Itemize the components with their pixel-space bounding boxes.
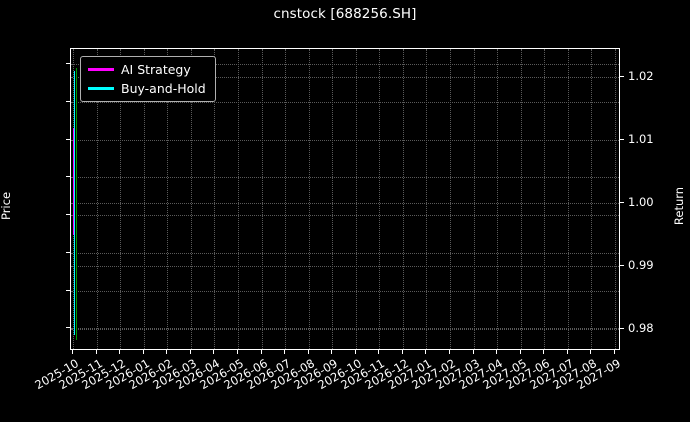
- y-tick-mark-right: [620, 76, 624, 78]
- x-tick-mark: [614, 350, 615, 354]
- legend-label: Buy-and-Hold: [121, 81, 206, 96]
- gridline-vertical: [520, 49, 522, 349]
- gridline-horizontal: [71, 203, 619, 205]
- x-tick-mark: [496, 350, 498, 354]
- x-tick-mark: [378, 350, 380, 354]
- gridline-vertical: [167, 49, 169, 349]
- x-tick-mark: [213, 350, 215, 354]
- series-line-price: [75, 67, 77, 340]
- x-tick-mark: [354, 350, 356, 354]
- gridline-vertical: [450, 49, 452, 349]
- gridline-vertical: [285, 49, 287, 349]
- x-tick-mark: [72, 350, 73, 354]
- series-line-ai-strategy: [73, 127, 74, 235]
- y-tick-mark-left: [66, 100, 70, 102]
- gridline-vertical: [544, 49, 546, 349]
- chart-legend: AI Strategy Buy-and-Hold: [80, 56, 216, 102]
- legend-swatch-icon: [88, 87, 114, 90]
- x-tick-mark: [307, 350, 309, 354]
- gridline-vertical: [497, 49, 499, 349]
- y-tick-mark-left: [66, 176, 70, 178]
- y-tick-mark-right: [620, 139, 624, 141]
- x-tick-mark: [472, 350, 474, 354]
- gridline-vertical: [190, 49, 192, 349]
- gridline-vertical: [143, 49, 145, 349]
- series-line-buy-and-hold: [74, 71, 76, 336]
- legend-entry[interactable]: Buy-and-Hold: [88, 81, 206, 96]
- x-tick-mark: [166, 350, 168, 354]
- y-axis-label-right: Return: [672, 186, 687, 226]
- x-tick-mark: [284, 350, 286, 354]
- x-tick-mark: [189, 350, 191, 354]
- gridline-horizontal: [71, 64, 619, 66]
- x-tick-mark: [236, 350, 238, 354]
- x-tick-mark: [566, 350, 568, 354]
- x-tick-mark: [425, 350, 427, 354]
- gridline-horizontal: [71, 328, 619, 330]
- y-tick-mark-left: [66, 251, 70, 253]
- x-tick-mark: [142, 350, 144, 354]
- y-tick-mark-left: [66, 289, 70, 291]
- x-tick-mark: [401, 350, 403, 354]
- gridline-horizontal: [71, 140, 619, 142]
- x-tick-mark: [95, 350, 97, 354]
- legend-label: AI Strategy: [121, 62, 191, 77]
- y-tick-mark-right: [620, 265, 624, 267]
- gridline-horizontal: [71, 177, 619, 179]
- gridline-horizontal: [71, 290, 619, 292]
- gridline-horizontal: [71, 101, 619, 103]
- gridline-horizontal: [71, 77, 619, 79]
- gridline-vertical: [615, 49, 616, 349]
- x-tick-mark: [331, 350, 333, 354]
- gridline-vertical: [96, 49, 98, 349]
- y-tick-label-right: 1.00: [628, 195, 654, 210]
- chart-title: cnstock [688256.SH]: [273, 6, 417, 22]
- gridline-vertical: [261, 49, 263, 349]
- y-tick-mark-left: [66, 214, 70, 216]
- gridline-horizontal: [71, 139, 619, 141]
- x-tick-mark: [519, 350, 521, 354]
- y-tick-label-right: 0.99: [628, 258, 654, 273]
- gridline-vertical: [308, 49, 310, 349]
- gridline-horizontal: [71, 328, 619, 330]
- gridline-vertical: [473, 49, 475, 349]
- x-tick-mark: [119, 350, 121, 354]
- gridline-vertical: [402, 49, 404, 349]
- gridline-vertical: [237, 49, 239, 349]
- gridline-vertical: [355, 49, 357, 349]
- y-axis-label-left: Price: [0, 191, 14, 221]
- x-tick-mark: [449, 350, 451, 354]
- gridline-vertical: [214, 49, 216, 349]
- gridline-vertical: [426, 49, 428, 349]
- legend-swatch-icon: [88, 68, 114, 71]
- y-tick-mark-left: [66, 63, 70, 65]
- gridline-vertical: [120, 49, 122, 349]
- gridline-horizontal: [71, 266, 619, 268]
- y-tick-mark-left: [66, 138, 70, 140]
- y-tick-label-right: 1.02: [628, 69, 654, 84]
- gridline-horizontal: [71, 215, 619, 217]
- x-tick-mark: [590, 350, 592, 354]
- legend-entry[interactable]: AI Strategy: [88, 62, 206, 77]
- gridline-horizontal: [71, 252, 619, 254]
- gridline-vertical: [567, 49, 569, 349]
- y-tick-label-right: 1.01: [628, 132, 654, 147]
- y-tick-label-right: 0.98: [628, 320, 654, 335]
- x-tick-mark: [543, 350, 545, 354]
- gridline-vertical: [332, 49, 334, 349]
- gridline-vertical: [379, 49, 381, 349]
- y-tick-mark-right: [620, 202, 624, 204]
- x-tick-mark: [260, 350, 262, 354]
- gridline-vertical: [591, 49, 593, 349]
- y-tick-mark-left: [66, 327, 70, 329]
- y-tick-mark-right: [620, 327, 624, 329]
